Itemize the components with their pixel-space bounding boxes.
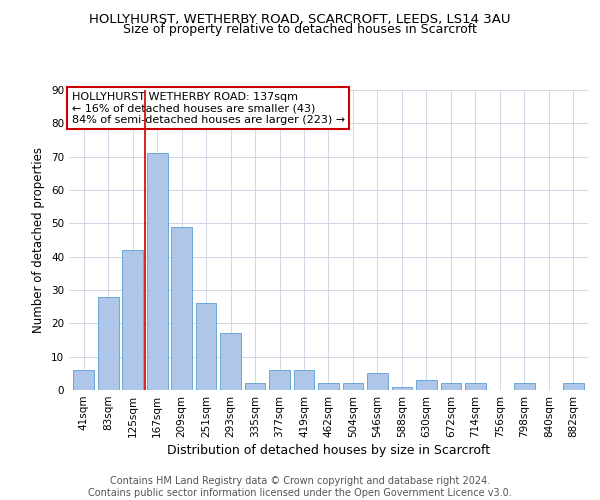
Bar (147, 154, 167, 390)
Bar (563, 384, 584, 390)
Bar (245, 384, 265, 390)
Text: Contains HM Land Registry data © Crown copyright and database right 2024.
Contai: Contains HM Land Registry data © Crown c… (88, 476, 512, 498)
Bar (293, 370, 314, 390)
Bar (196, 304, 217, 390)
Bar (514, 384, 535, 390)
Bar (392, 386, 412, 390)
Text: HOLLYHURST, WETHERBY ROAD, SCARCROFT, LEEDS, LS14 3AU: HOLLYHURST, WETHERBY ROAD, SCARCROFT, LE… (89, 12, 511, 26)
X-axis label: Distribution of detached houses by size in Scarcroft: Distribution of detached houses by size … (167, 444, 490, 457)
Bar (98, 296, 119, 390)
Bar (416, 380, 437, 390)
Bar (122, 250, 143, 390)
Y-axis label: Number of detached properties: Number of detached properties (32, 147, 46, 333)
Text: Size of property relative to detached houses in Scarcroft: Size of property relative to detached ho… (123, 22, 477, 36)
Bar (343, 384, 364, 390)
Bar (269, 370, 290, 390)
Bar (465, 384, 486, 390)
Bar (171, 226, 192, 390)
Bar (318, 384, 339, 390)
Bar (220, 334, 241, 390)
Bar (440, 384, 461, 390)
Text: HOLLYHURST WETHERBY ROAD: 137sqm
← 16% of detached houses are smaller (43)
84% o: HOLLYHURST WETHERBY ROAD: 137sqm ← 16% o… (71, 92, 345, 124)
Bar (367, 374, 388, 390)
Bar (73, 370, 94, 390)
